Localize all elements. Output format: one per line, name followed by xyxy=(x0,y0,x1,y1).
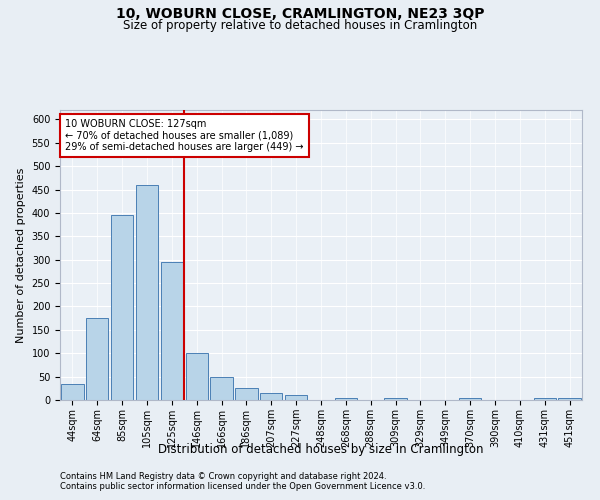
Bar xyxy=(136,185,158,400)
Bar xyxy=(86,318,109,400)
Bar xyxy=(459,398,481,400)
Bar xyxy=(533,398,556,400)
Text: 10 WOBURN CLOSE: 127sqm
← 70% of detached houses are smaller (1,089)
29% of semi: 10 WOBURN CLOSE: 127sqm ← 70% of detache… xyxy=(65,118,304,152)
Bar xyxy=(185,353,208,400)
Bar xyxy=(260,393,283,400)
Text: Contains public sector information licensed under the Open Government Licence v3: Contains public sector information licen… xyxy=(60,482,425,491)
Text: Distribution of detached houses by size in Cramlington: Distribution of detached houses by size … xyxy=(158,442,484,456)
Bar xyxy=(211,376,233,400)
Text: 10, WOBURN CLOSE, CRAMLINGTON, NE23 3QP: 10, WOBURN CLOSE, CRAMLINGTON, NE23 3QP xyxy=(116,8,484,22)
Bar xyxy=(385,398,407,400)
Bar xyxy=(285,396,307,400)
Text: Contains HM Land Registry data © Crown copyright and database right 2024.: Contains HM Land Registry data © Crown c… xyxy=(60,472,386,481)
Text: Size of property relative to detached houses in Cramlington: Size of property relative to detached ho… xyxy=(123,18,477,32)
Bar xyxy=(335,398,357,400)
Bar xyxy=(111,215,133,400)
Bar xyxy=(235,388,257,400)
Bar xyxy=(161,262,183,400)
Y-axis label: Number of detached properties: Number of detached properties xyxy=(16,168,26,342)
Bar xyxy=(559,398,581,400)
Bar xyxy=(61,384,83,400)
